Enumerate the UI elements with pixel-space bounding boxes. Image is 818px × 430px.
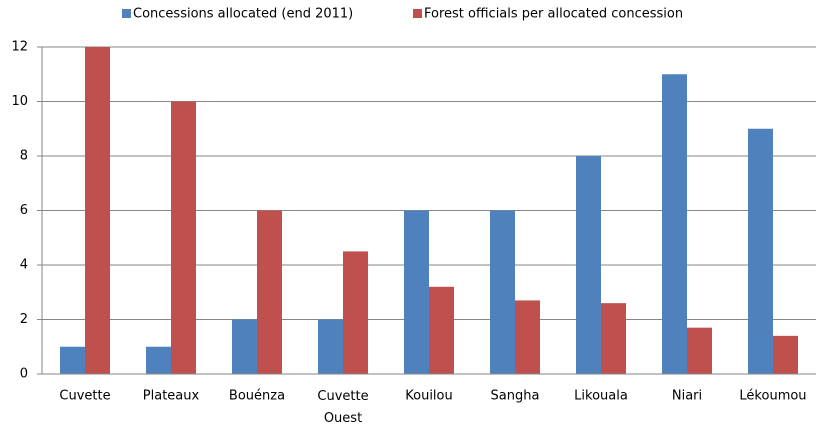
legend-label: Concessions allocated (end 2011) bbox=[133, 7, 353, 22]
y-tick-label: 6 bbox=[20, 203, 28, 218]
bar bbox=[232, 319, 257, 374]
x-tick-label: Niari bbox=[672, 389, 702, 404]
bar bbox=[490, 210, 515, 374]
y-tick-label: 12 bbox=[11, 40, 28, 55]
y-tick-label: 0 bbox=[20, 367, 28, 382]
legend-swatch bbox=[122, 9, 131, 18]
legend-swatch bbox=[413, 9, 422, 18]
y-tick-label: 4 bbox=[20, 258, 28, 273]
bar bbox=[662, 74, 687, 374]
x-tick-label: Plateaux bbox=[143, 389, 200, 404]
x-tick-label: Likouala bbox=[574, 389, 628, 404]
bar bbox=[343, 251, 368, 374]
x-tick-label: Sangha bbox=[491, 389, 540, 404]
y-tick-label: 8 bbox=[20, 149, 28, 164]
bar bbox=[60, 346, 85, 374]
bar bbox=[429, 286, 454, 374]
bar bbox=[404, 210, 429, 374]
x-tick-label: Cuvette bbox=[59, 389, 110, 404]
x-tick-label: Bouénza bbox=[229, 389, 285, 404]
legend-label: Forest officials per allocated concessio… bbox=[424, 7, 683, 22]
bar bbox=[318, 319, 343, 374]
x-tick-label: Cuvette Ouest bbox=[317, 389, 368, 426]
x-tick-label: Lékoumou bbox=[739, 389, 806, 404]
bar bbox=[687, 327, 712, 374]
bar bbox=[146, 346, 171, 374]
bar bbox=[576, 156, 601, 374]
y-tick-label: 2 bbox=[20, 312, 28, 327]
bar bbox=[515, 300, 540, 374]
bar bbox=[171, 101, 196, 374]
bar bbox=[773, 335, 798, 374]
bar bbox=[601, 303, 626, 374]
y-tick-label: 10 bbox=[11, 94, 28, 109]
x-tick-label: Kouilou bbox=[405, 389, 453, 404]
bar bbox=[257, 210, 282, 374]
bar bbox=[85, 47, 110, 374]
bar bbox=[748, 128, 773, 374]
